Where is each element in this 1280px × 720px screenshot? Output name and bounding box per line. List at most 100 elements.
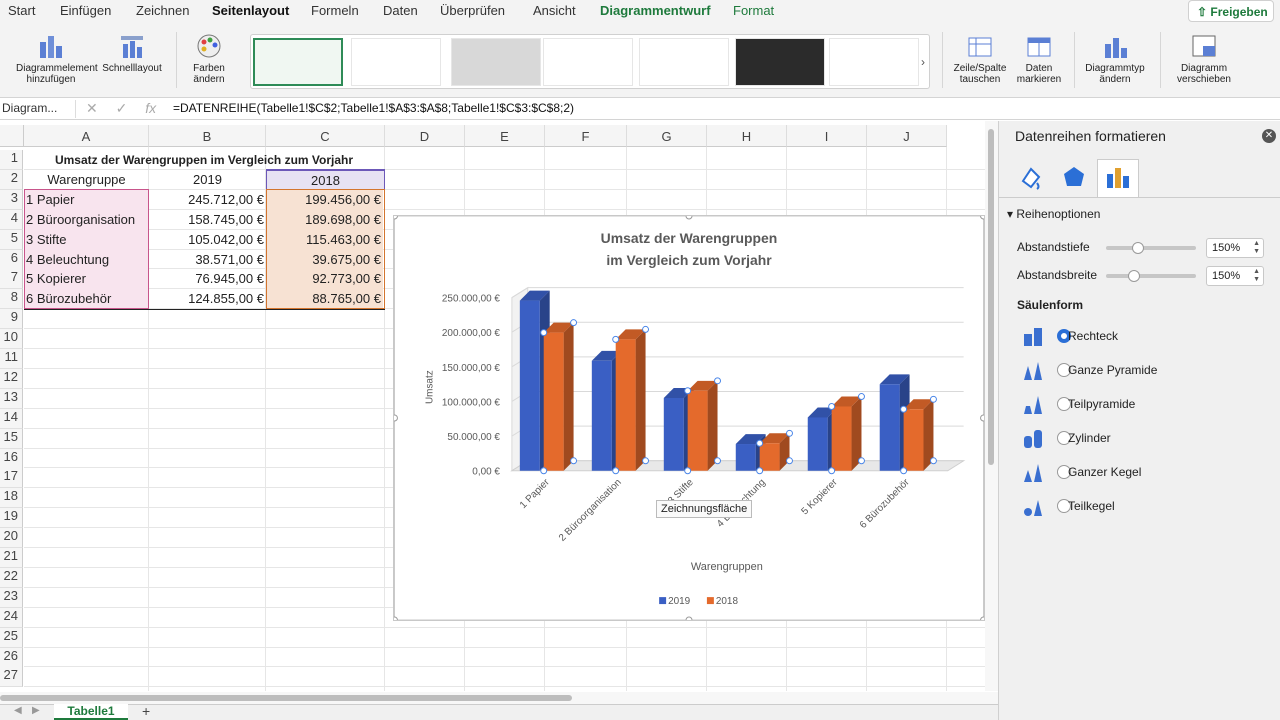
- effects-icon[interactable]: [1055, 159, 1093, 195]
- column-header[interactable]: C: [266, 125, 385, 147]
- row-header[interactable]: 8: [0, 289, 23, 310]
- category-cell[interactable]: 5 Kopierer: [24, 269, 149, 290]
- column-shape-label[interactable]: Zylinder: [1068, 431, 1111, 445]
- value-cell[interactable]: 38.571,00 €: [195, 251, 264, 267]
- column-shape-label[interactable]: Rechteck: [1068, 329, 1119, 343]
- column-shape-label[interactable]: Ganzer Kegel: [1068, 465, 1142, 479]
- quick-layout-button[interactable]: Schnelllayout: [98, 28, 166, 74]
- name-box[interactable]: Diagram...: [0, 100, 76, 118]
- row-header[interactable]: 3: [0, 189, 23, 210]
- column-shape-radio[interactable]: [1057, 465, 1071, 479]
- row-header[interactable]: 1: [0, 150, 23, 170]
- category-cell[interactable]: 6 Bürozubehör: [24, 289, 149, 310]
- chart-style-thumbnail[interactable]: [735, 38, 825, 86]
- chart-style-thumbnail[interactable]: [639, 38, 729, 86]
- gap-depth-slider[interactable]: [1106, 242, 1196, 254]
- fx-icon[interactable]: fx: [145, 100, 157, 116]
- column-shape-radio[interactable]: [1057, 397, 1071, 411]
- row-header[interactable]: 25: [0, 627, 23, 648]
- sheet-tab-tabelle1[interactable]: Tabelle1: [54, 704, 128, 720]
- row-header[interactable]: 9: [0, 309, 23, 330]
- category-cell[interactable]: 1 Papier: [24, 189, 149, 210]
- row-header[interactable]: 19: [0, 508, 23, 529]
- category-cell[interactable]: 3 Stifte: [24, 229, 149, 250]
- header-cell[interactable]: Warengruppe: [47, 172, 126, 187]
- vertical-scroll-thumb[interactable]: [988, 129, 994, 465]
- category-cell[interactable]: 2 Büroorganisation: [24, 209, 149, 230]
- row-header[interactable]: 24: [0, 607, 23, 628]
- row-header[interactable]: 10: [0, 329, 23, 350]
- chart-style-thumbnail[interactable]: [351, 38, 441, 86]
- tab-data[interactable]: Daten: [383, 3, 418, 18]
- chart-style-thumbnail[interactable]: [543, 38, 633, 86]
- row-header[interactable]: 5: [0, 229, 23, 250]
- select-data-button[interactable]: Daten markieren: [1012, 28, 1066, 85]
- value-cell[interactable]: 88.765,00 €: [266, 289, 383, 310]
- tab-start[interactable]: Start: [8, 3, 36, 18]
- tab-formulas[interactable]: Formeln: [311, 3, 359, 18]
- header-cell[interactable]: 2019: [193, 172, 222, 187]
- value-cell[interactable]: 158.745,00 €: [188, 211, 264, 227]
- value-cell[interactable]: 115.463,00 €: [266, 229, 383, 250]
- value-cell[interactable]: 199.456,00 €: [266, 189, 383, 210]
- tab-review[interactable]: Überprüfen: [440, 3, 506, 18]
- horizontal-scroll-thumb[interactable]: [0, 695, 572, 701]
- pane-close-icon[interactable]: ✕: [1262, 129, 1276, 143]
- value-cell[interactable]: 189.698,00 €: [266, 209, 383, 230]
- column-header[interactable]: I: [787, 125, 867, 147]
- row-header[interactable]: 26: [0, 647, 23, 668]
- column-header[interactable]: G: [627, 125, 707, 147]
- row-header[interactable]: 27: [0, 667, 23, 688]
- column-shape-radio[interactable]: [1057, 329, 1071, 343]
- row-header[interactable]: 15: [0, 428, 23, 449]
- row-header[interactable]: 6: [0, 249, 23, 270]
- row-header[interactable]: 7: [0, 269, 23, 290]
- share-button[interactable]: ⇧ Freigeben: [1188, 0, 1274, 22]
- gallery-next-icon[interactable]: ›: [921, 55, 925, 69]
- row-header[interactable]: 16: [0, 448, 23, 469]
- series-options-tab[interactable]: [1097, 159, 1139, 197]
- chart[interactable]: Umsatz der Warengruppen im Vergleich zum …: [393, 215, 985, 621]
- row-header[interactable]: 21: [0, 548, 23, 568]
- value-cell[interactable]: 245.712,00 €: [188, 191, 264, 207]
- column-header[interactable]: B: [149, 125, 266, 147]
- column-header[interactable]: H: [707, 125, 787, 147]
- tab-chart-design[interactable]: Diagrammentwurf: [600, 3, 711, 18]
- row-header[interactable]: 14: [0, 408, 23, 429]
- row-header[interactable]: 23: [0, 587, 23, 608]
- next-sheet-icon[interactable]: ▶: [32, 705, 40, 716]
- confirm-icon[interactable]: ✓: [115, 100, 128, 116]
- prev-sheet-icon[interactable]: ◀: [14, 705, 22, 716]
- column-shape-label[interactable]: Teilpyramide: [1068, 397, 1136, 411]
- switch-row-column-button[interactable]: Zeile/Spalte tauschen: [948, 28, 1012, 85]
- horizontal-scrollbar[interactable]: [0, 692, 998, 704]
- select-all-corner[interactable]: [0, 125, 24, 147]
- row-header[interactable]: 22: [0, 567, 23, 588]
- gap-depth-spinner[interactable]: 150% ▲ ▼: [1206, 238, 1264, 258]
- gap-width-knob[interactable]: [1128, 270, 1140, 282]
- row-header[interactable]: 2: [0, 169, 23, 190]
- row-header[interactable]: 12: [0, 368, 23, 389]
- column-header[interactable]: E: [465, 125, 545, 147]
- series-options-section[interactable]: ▾ Reihenoptionen: [1007, 207, 1101, 221]
- tab-draw[interactable]: Zeichnen: [136, 3, 190, 18]
- column-header[interactable]: F: [545, 125, 627, 147]
- gap-depth-knob[interactable]: [1132, 242, 1144, 254]
- tab-format[interactable]: Format: [733, 3, 775, 18]
- column-header[interactable]: A: [24, 125, 149, 147]
- row-header[interactable]: 18: [0, 488, 23, 509]
- spinner-arrows-icon[interactable]: ▲ ▼: [1253, 240, 1260, 255]
- move-chart-button[interactable]: Diagramm verschieben: [1168, 28, 1240, 85]
- chart-style-thumbnail[interactable]: [451, 38, 541, 86]
- fill-line-icon[interactable]: [1013, 159, 1051, 195]
- row-header[interactable]: 11: [0, 349, 23, 369]
- table-title[interactable]: Umsatz der Warengruppen im Vergleich zum…: [54, 153, 354, 167]
- column-header[interactable]: J: [867, 125, 947, 147]
- vertical-scrollbar[interactable]: [985, 121, 998, 691]
- row-header[interactable]: 17: [0, 468, 23, 489]
- tab-page-layout[interactable]: Seitenlayout: [212, 3, 290, 18]
- tab-view[interactable]: Ansicht: [533, 3, 576, 18]
- value-cell[interactable]: 105.042,00 €: [188, 231, 264, 247]
- gap-width-spinner[interactable]: 150% ▲ ▼: [1206, 266, 1264, 286]
- row-header[interactable]: 20: [0, 528, 23, 549]
